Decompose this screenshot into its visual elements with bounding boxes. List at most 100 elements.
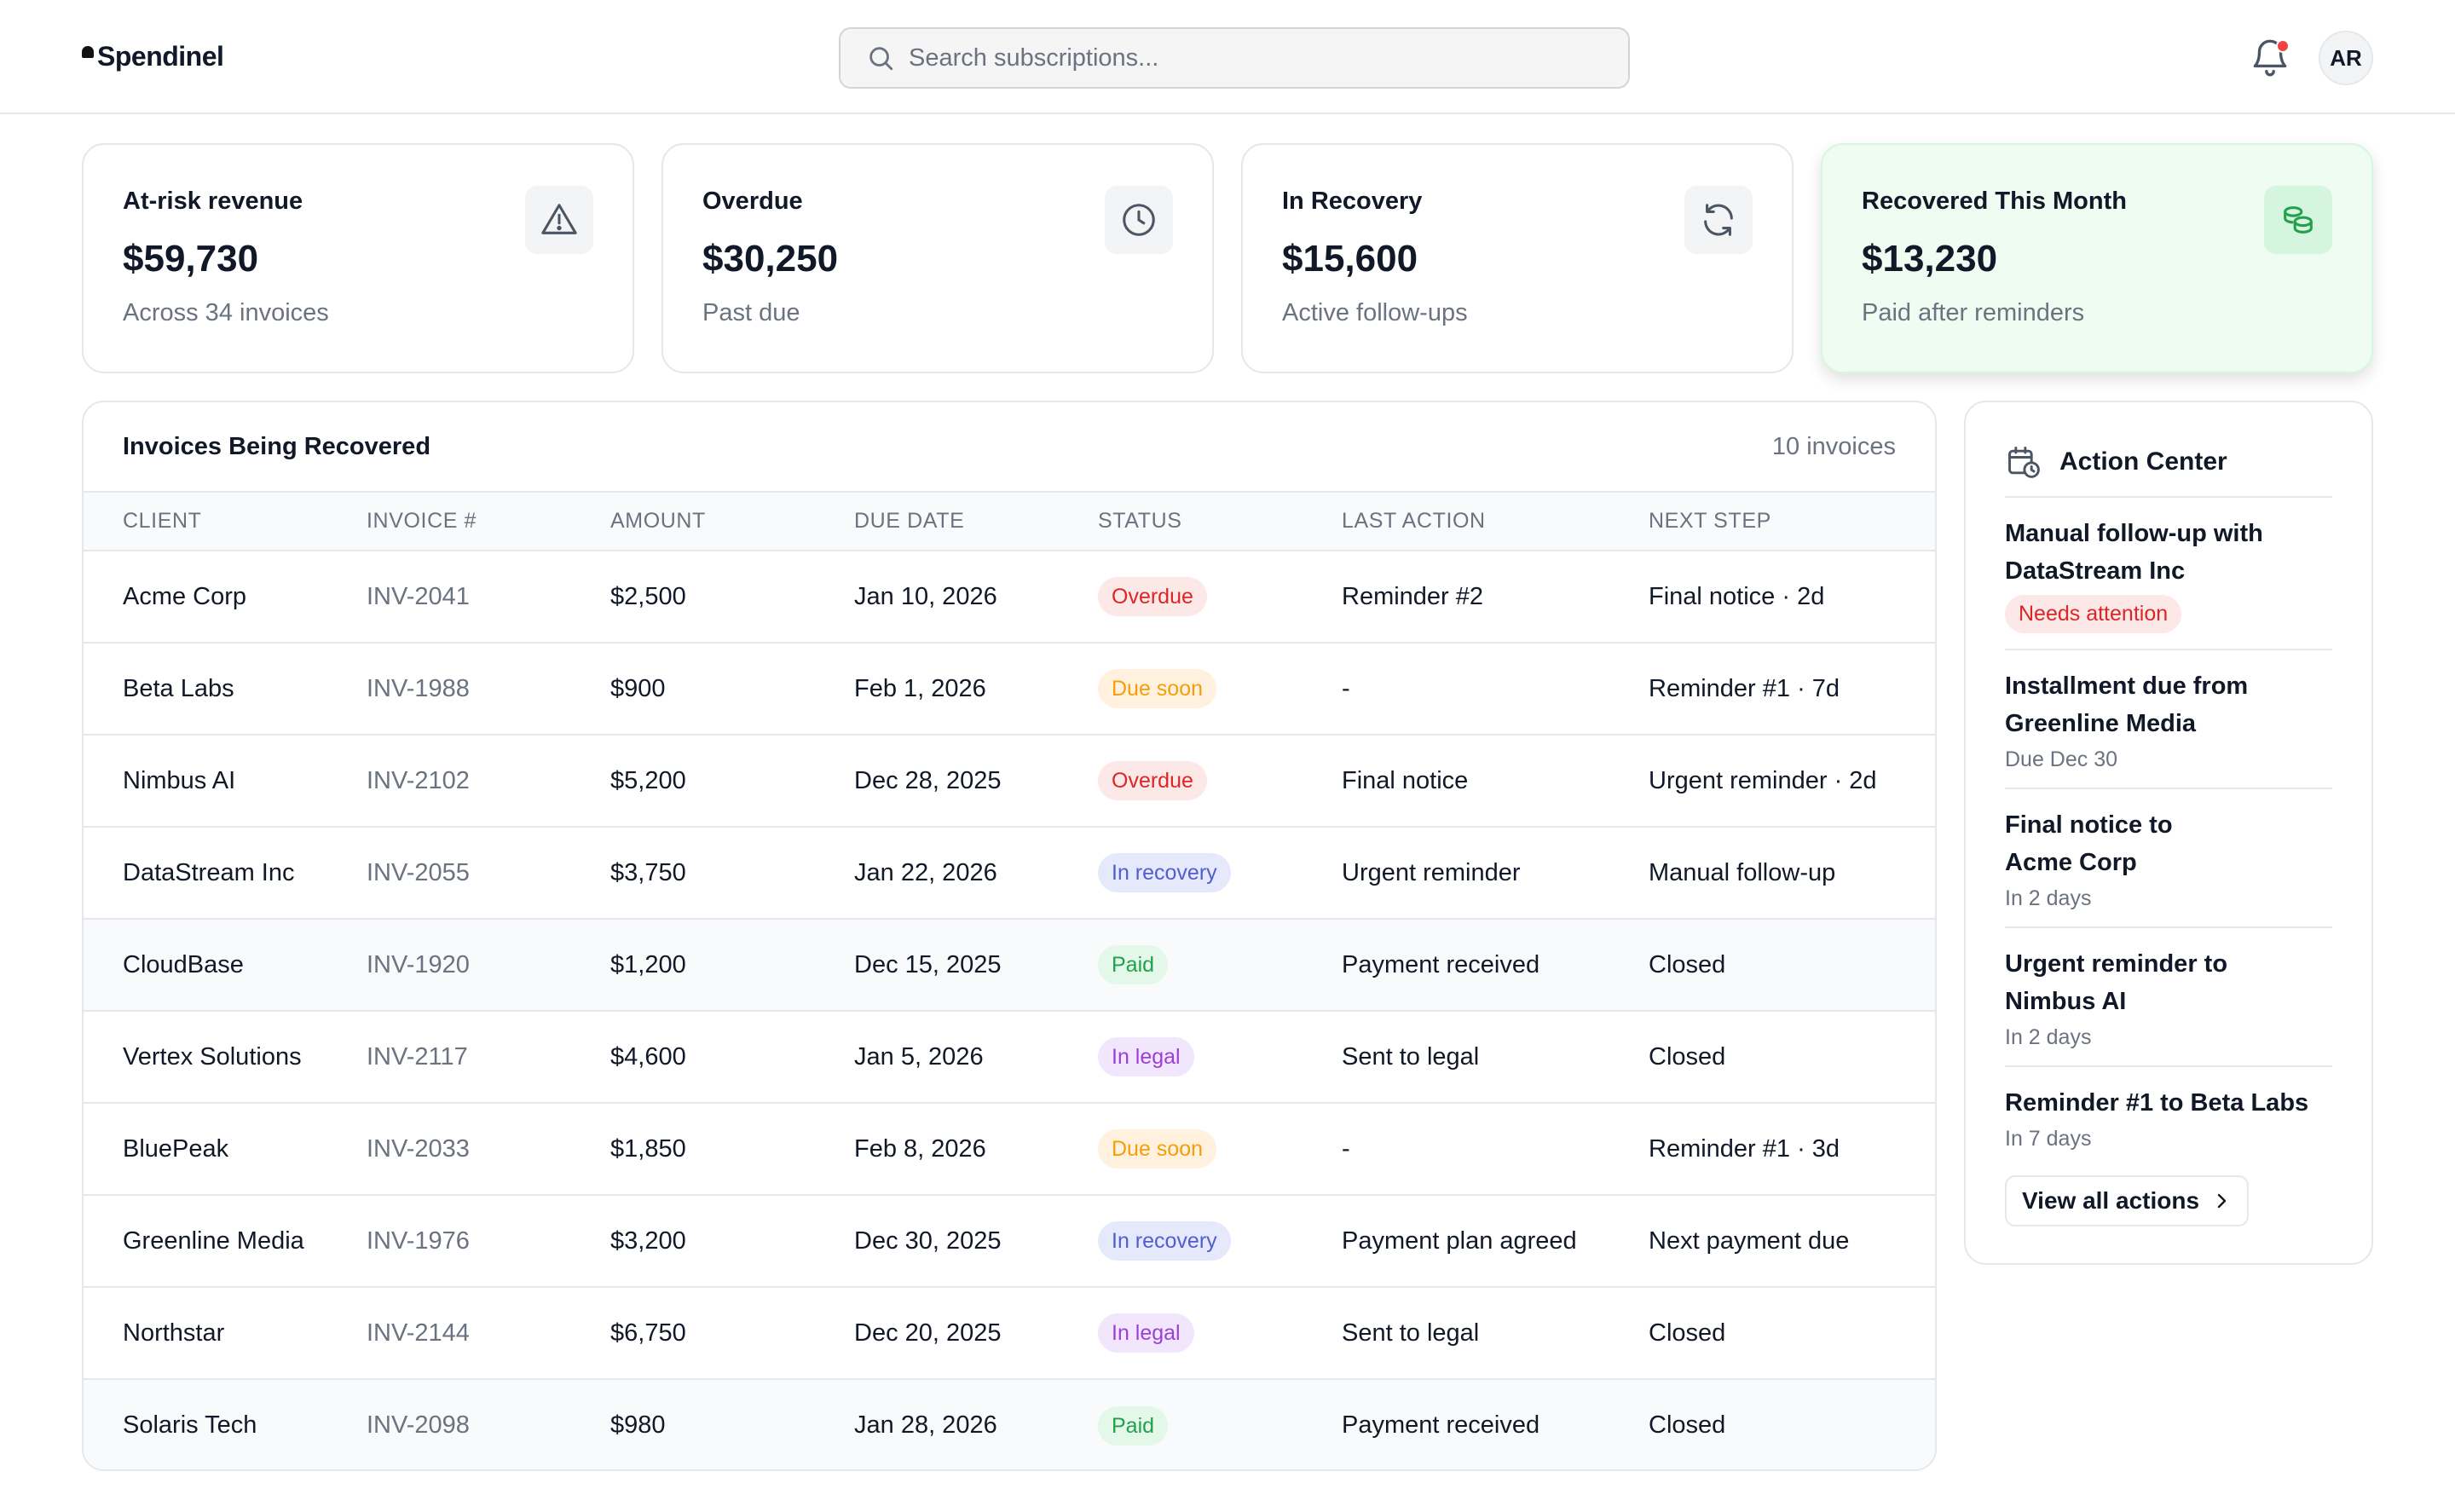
invoices-panel: Invoices Being Recovered 10 invoices CLI…: [82, 401, 1937, 1471]
status-badge: In recovery: [1098, 1221, 1231, 1261]
search-bar[interactable]: [839, 27, 1630, 89]
kpi-card-in-recovery[interactable]: In Recovery $15,600 Active follow-ups: [1241, 143, 1794, 373]
cell-amount: $1,850: [610, 1103, 854, 1196]
column-header-due-date[interactable]: DUE DATE: [854, 493, 1098, 551]
cell-due-date: Jan 22, 2026: [854, 827, 1098, 920]
kpi-value: $59,730: [123, 238, 259, 280]
cell-invoice-number: INV-2102: [367, 735, 610, 828]
action-item-due: Due Dec 30: [2005, 747, 2118, 771]
cell-status: In recovery: [1098, 827, 1342, 920]
table-row[interactable]: Vertex Solutions INV-2117 $4,600 Jan 5, 202…: [84, 1011, 1935, 1104]
cell-invoice-number: INV-2117: [367, 1011, 610, 1104]
invoices-title: Invoices Being Recovered: [123, 433, 431, 460]
cell-amount: $4,600: [610, 1011, 854, 1104]
cell-next-step: Next payment due: [1649, 1195, 1935, 1288]
status-badge: In legal: [1098, 1037, 1194, 1076]
table-row[interactable]: Nimbus AI INV-2102 $5,200 Dec 28, 2025 Overd…: [84, 735, 1935, 828]
cell-last-action: Final notice: [1342, 735, 1649, 828]
cell-amount: $3,750: [610, 827, 854, 920]
action-item[interactable]: Manual follow-up with DataStream Inc Nee…: [2005, 498, 2332, 650]
cell-next-step: Closed: [1649, 1011, 1935, 1104]
action-item[interactable]: Urgent reminder to Nimbus AI In 2 days: [2005, 928, 2332, 1067]
cell-status: Overdue: [1098, 551, 1342, 643]
table-row[interactable]: DataStream Inc INV-2055 $3,750 Jan 22, 2026…: [84, 827, 1935, 920]
cell-next-step: Urgent reminder · 2d: [1649, 735, 1935, 828]
kpi-card-at-risk[interactable]: At-risk revenue $59,730 Across 34 invoic…: [82, 143, 634, 373]
cell-due-date: Jan 10, 2026: [854, 551, 1098, 643]
action-item-due: In 2 days: [2005, 886, 2092, 910]
status-badge: Paid: [1098, 945, 1169, 984]
cell-client: DataStream Inc: [84, 827, 367, 920]
status-badge: Overdue: [1098, 761, 1207, 800]
status-badge: In legal: [1098, 1313, 1194, 1353]
cell-invoice-number: INV-2098: [367, 1411, 470, 1439]
table-row[interactable]: CloudBase INV-1920 $1,200 Dec 15, 2025 Paid P…: [84, 919, 1935, 1012]
cell-amount: $3,200: [610, 1195, 854, 1288]
action-item[interactable]: Installment due from Greenline Media Due…: [2005, 650, 2332, 789]
column-header-amount[interactable]: AMOUNT: [610, 493, 854, 551]
table-row[interactable]: Beta Labs INV-1988 $900 Feb 1, 2026 Due soon…: [84, 643, 1935, 736]
cell-due-date: Dec 28, 2025: [854, 735, 1098, 828]
notifications-button[interactable]: [2249, 36, 2291, 78]
invoices-table: CLIENT INVOICE # AMOUNT DUE DATE STATUS …: [84, 493, 1935, 1469]
chevron-right-icon: [2217, 1193, 2227, 1209]
cell-next-step: Closed: [1649, 1411, 1726, 1439]
column-header-status[interactable]: STATUS: [1098, 493, 1342, 551]
coins-icon: [2264, 186, 2332, 254]
column-header-last-action[interactable]: LAST ACTION: [1342, 493, 1649, 551]
invoices-table-body: Acme Corp INV-2041 $2,500 Jan 10, 2026 Overd…: [84, 551, 1935, 1469]
cell-status: Due soon: [1098, 643, 1342, 736]
cell-invoice-number: INV-2041: [367, 551, 610, 643]
cell-last-action: -: [1342, 643, 1649, 736]
action-item-title: Reminder #1 to Beta Labs: [2005, 1089, 2309, 1117]
cell-last-action: Payment received: [1342, 1411, 1540, 1439]
cell-next-step: Closed: [1649, 919, 1935, 1012]
needs-attention-badge: Needs attention: [2005, 595, 2182, 633]
cell-invoice-number: INV-1920: [367, 919, 610, 1012]
cell-due-date: Jan 28, 2026: [854, 1411, 997, 1439]
kpi-value: $30,250: [702, 238, 839, 280]
invoices-panel-header: Invoices Being Recovered 10 invoices: [84, 402, 1935, 493]
cell-next-step: Reminder #1 · 3d: [1649, 1103, 1935, 1196]
action-item[interactable]: Reminder #1 to Beta Labs In 7 days: [2005, 1067, 2332, 1167]
notification-dot: [2276, 39, 2290, 53]
view-all-actions-button[interactable]: View all actions: [2005, 1175, 2250, 1226]
table-row[interactable]: Acme Corp INV-2041 $2,500 Jan 10, 2026 Overd…: [84, 551, 1935, 643]
top-bar: Spendinel AR: [0, 0, 2455, 114]
search-input[interactable]: [909, 43, 1608, 72]
cell-status: In legal: [1098, 1011, 1342, 1104]
kpi-card-overdue[interactable]: Overdue $30,250 Past due: [661, 143, 1214, 373]
cell-last-action: Sent to legal: [1342, 1011, 1649, 1104]
cell-due-date: Jan 5, 2026: [854, 1011, 1098, 1104]
column-header-next-step[interactable]: NEXT STEP: [1649, 493, 1935, 551]
status-badge: Due soon: [1098, 669, 1217, 708]
invoices-count: 10 invoices: [1771, 433, 1896, 460]
cell-last-action: Reminder #2: [1342, 551, 1649, 643]
cell-amount: $1,200: [610, 919, 854, 1012]
kpi-card-recovered[interactable]: Recovered This Month $13,230 Paid after …: [1821, 143, 2373, 373]
cell-invoice-number: INV-1976: [367, 1195, 610, 1288]
action-item-due: In 7 days: [2005, 1127, 2092, 1151]
cell-last-action: Sent to legal: [1342, 1287, 1649, 1380]
user-avatar[interactable]: AR: [2319, 31, 2373, 85]
column-header-client[interactable]: CLIENT: [84, 493, 367, 551]
cell-amount: $980: [610, 1411, 666, 1439]
cell-client: Greenline Media: [84, 1195, 367, 1288]
cell-last-action: Urgent reminder: [1342, 827, 1649, 920]
action-item-title: Installment due from Greenline Media: [2005, 672, 2249, 737]
table-row[interactable]: Greenline Media INV-1976 $3,200 Dec 30, 202…: [84, 1195, 1935, 1288]
action-item[interactable]: Final notice to Acme Corp In 2 days: [2005, 789, 2332, 928]
table-row[interactable]: Solaris Tech INV-2098 $980 Jan 28, 2026 Paid…: [84, 1379, 1935, 1469]
cell-due-date: Dec 30, 2025: [854, 1195, 1098, 1288]
column-header-invoice[interactable]: INVOICE #: [367, 493, 610, 551]
cell-last-action: -: [1342, 1103, 1649, 1196]
table-row[interactable]: Northstar INV-2144 $6,750 Dec 20, 2025 In le…: [84, 1287, 1935, 1380]
status-badge: Overdue: [1098, 577, 1207, 616]
table-row[interactable]: BluePeak INV-2033 $1,850 Feb 8, 2026 Due soo…: [84, 1103, 1935, 1196]
cell-invoice-number: INV-2144: [367, 1287, 610, 1380]
app-logo[interactable]: Spendinel: [82, 38, 224, 75]
cell-client: BluePeak: [84, 1103, 367, 1196]
kpi-value: $15,600: [1282, 238, 1418, 280]
cell-client: Northstar: [84, 1287, 367, 1380]
cell-status: Due soon: [1098, 1103, 1342, 1196]
